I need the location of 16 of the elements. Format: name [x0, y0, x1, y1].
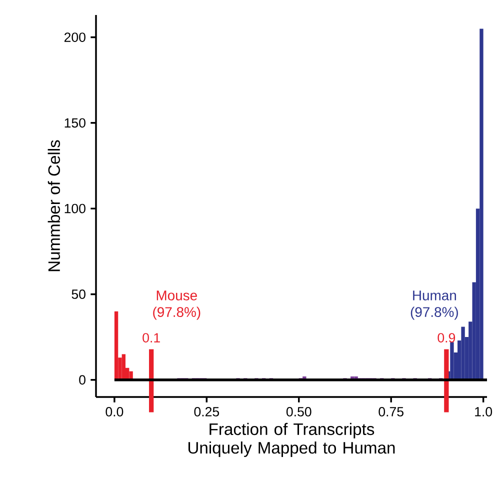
x-tick-label: 0.50 — [286, 407, 312, 416]
x-tick-label: 0.75 — [378, 407, 404, 416]
y-tick-label: 200 — [64, 32, 86, 42]
y-tick-label: 150 — [64, 118, 86, 128]
x-tick-label: 0.0 — [106, 407, 124, 416]
y-tick-label: 50 — [72, 290, 86, 299]
y-tick-label: 0 — [79, 375, 86, 385]
x-tick-label: 1.0 — [475, 407, 492, 416]
ref-line-label: 0.1 — [142, 333, 160, 342]
y-tick-label: 100 — [64, 204, 86, 214]
annotation: Human (97.8%) — [410, 290, 458, 320]
y-axis-title: Nummber of Cells — [48, 140, 60, 272]
x-tick-label: 0.25 — [194, 407, 220, 416]
ref-line-label: 0.9 — [438, 333, 456, 342]
annotation: Mouse (97.8%) — [153, 290, 200, 320]
x-axis-title: Fraction of Transcripts Uniquely Mapped to Human — [188, 422, 395, 457]
